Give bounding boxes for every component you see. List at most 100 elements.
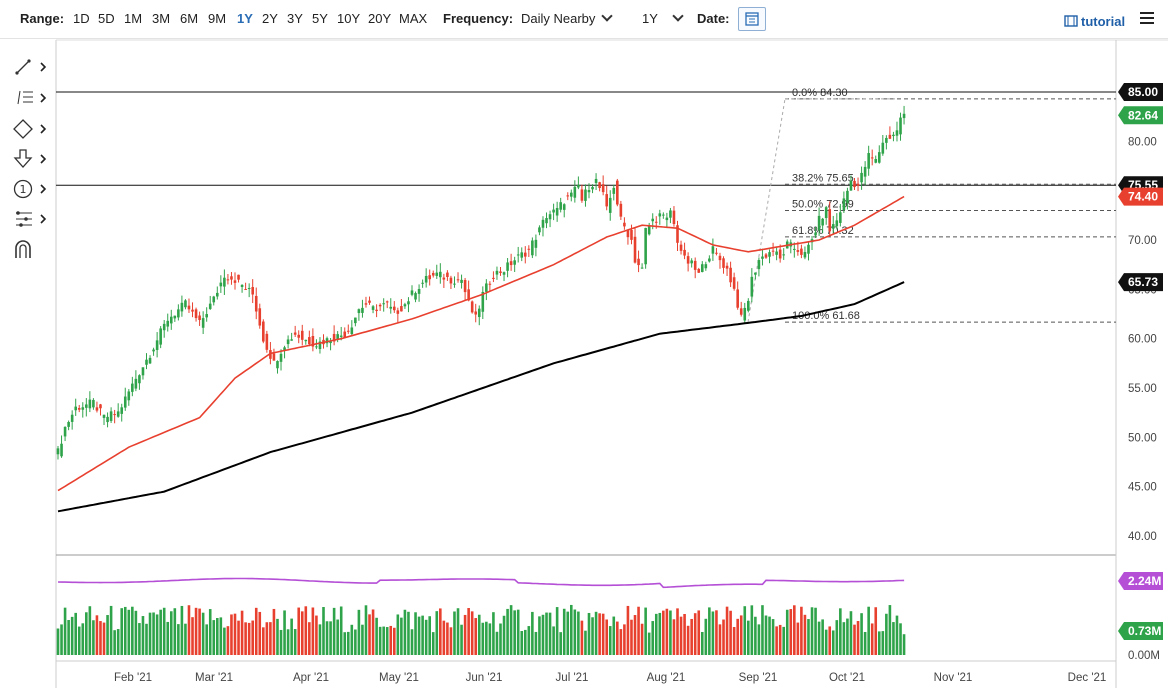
volume-bar bbox=[152, 612, 155, 655]
volume-bar bbox=[92, 620, 95, 655]
range-20y[interactable]: 20Y bbox=[368, 11, 392, 26]
volume-bar bbox=[262, 627, 265, 655]
volume-bar bbox=[311, 607, 315, 655]
candle bbox=[329, 341, 332, 344]
candle bbox=[807, 244, 810, 254]
volume-bar bbox=[626, 605, 630, 655]
price-badge: 85.00 bbox=[1118, 83, 1163, 101]
candle bbox=[863, 166, 867, 177]
range-max[interactable]: MAX bbox=[399, 11, 428, 26]
volume-bar bbox=[775, 626, 778, 655]
range-2y[interactable]: 2Y bbox=[262, 11, 278, 26]
volume-bar bbox=[821, 619, 824, 655]
range-1d[interactable]: 1D bbox=[73, 11, 90, 26]
range-3m[interactable]: 3M bbox=[152, 11, 171, 26]
y-tick-label: 80.00 bbox=[1128, 136, 1157, 148]
range-10y[interactable]: 10Y bbox=[337, 11, 361, 26]
candle bbox=[803, 251, 807, 258]
candle bbox=[194, 309, 198, 319]
candle bbox=[782, 254, 785, 256]
candle bbox=[531, 240, 534, 256]
candle bbox=[548, 214, 552, 220]
calendar-button[interactable] bbox=[738, 7, 766, 31]
volume-bar bbox=[750, 605, 754, 655]
period-select[interactable]: 1Y bbox=[642, 10, 684, 26]
fib-tool-button[interactable] bbox=[12, 87, 52, 109]
candle bbox=[251, 287, 254, 295]
candle bbox=[102, 414, 106, 418]
volume-bar bbox=[531, 611, 534, 655]
toolbar: Range: 1D 5D 1M 3M 6M 9M 1Y 2Y 3Y 5Y 10Y… bbox=[0, 0, 1168, 39]
candle bbox=[290, 339, 293, 341]
volume-bar bbox=[736, 618, 739, 655]
number-tool-button[interactable]: 1 bbox=[12, 178, 52, 200]
volume-bar bbox=[272, 608, 276, 655]
candle bbox=[421, 282, 424, 284]
arrow-tool-button[interactable] bbox=[12, 148, 52, 170]
volume-bar bbox=[318, 624, 322, 655]
candle bbox=[141, 367, 145, 376]
x-tick-label: May '21 bbox=[379, 672, 419, 684]
candle bbox=[502, 272, 506, 275]
candle bbox=[608, 197, 612, 213]
menu-button[interactable] bbox=[1140, 12, 1154, 26]
candle bbox=[453, 283, 456, 285]
candle bbox=[676, 225, 679, 243]
candle bbox=[771, 250, 775, 252]
volume-bar bbox=[697, 610, 701, 655]
range-9m[interactable]: 9M bbox=[208, 11, 227, 26]
volume-bar bbox=[85, 612, 88, 655]
range-5y[interactable]: 5Y bbox=[312, 11, 328, 26]
volume-bar bbox=[527, 626, 531, 655]
volume-bar bbox=[339, 606, 343, 655]
candle bbox=[279, 353, 283, 362]
volume-bar bbox=[870, 623, 874, 655]
candle bbox=[177, 309, 180, 318]
magnet-button[interactable] bbox=[12, 238, 52, 260]
candle bbox=[732, 277, 736, 289]
range-5d[interactable]: 5D bbox=[98, 11, 115, 26]
volume-bar bbox=[708, 607, 711, 655]
volume-bar bbox=[216, 618, 219, 655]
volume-bar bbox=[877, 631, 881, 655]
frequency-select[interactable]: Daily Nearby bbox=[521, 10, 614, 26]
volume-bar bbox=[113, 630, 116, 655]
volume-bar bbox=[223, 627, 226, 655]
x-tick-label: Jun '21 bbox=[466, 672, 503, 684]
volume-bar bbox=[290, 618, 293, 655]
line-tool-button[interactable] bbox=[12, 56, 52, 78]
candle bbox=[184, 300, 187, 308]
volume-bar bbox=[757, 624, 761, 655]
volume-bar bbox=[467, 608, 470, 655]
volume-bar bbox=[842, 622, 846, 655]
candle bbox=[350, 327, 354, 335]
candle bbox=[431, 272, 435, 276]
candle bbox=[683, 249, 686, 256]
tutorial-link[interactable]: tutorial bbox=[1064, 14, 1125, 29]
candle bbox=[155, 340, 159, 350]
candle bbox=[67, 422, 70, 427]
pattern-tool-button[interactable] bbox=[12, 208, 52, 230]
range-6m[interactable]: 6M bbox=[180, 11, 199, 26]
range-1m[interactable]: 1M bbox=[124, 11, 143, 26]
volume-bar bbox=[116, 629, 120, 655]
candle bbox=[814, 232, 817, 236]
volume-bar bbox=[382, 626, 385, 655]
volume-bar bbox=[329, 621, 332, 655]
volume-bar bbox=[732, 627, 736, 655]
candle bbox=[775, 251, 778, 255]
range-3y[interactable]: 3Y bbox=[287, 11, 303, 26]
candle bbox=[389, 306, 393, 309]
volume-bar bbox=[485, 621, 488, 655]
candle bbox=[131, 383, 134, 392]
shape-tool-button[interactable] bbox=[12, 118, 52, 140]
candle bbox=[711, 246, 715, 254]
volume-bar bbox=[853, 624, 856, 655]
candle bbox=[520, 252, 524, 258]
range-1y[interactable]: 1Y bbox=[237, 11, 253, 26]
candle bbox=[205, 314, 208, 318]
volume-bar bbox=[325, 621, 329, 655]
volume-bar bbox=[803, 614, 807, 655]
volume-bar bbox=[431, 632, 435, 655]
